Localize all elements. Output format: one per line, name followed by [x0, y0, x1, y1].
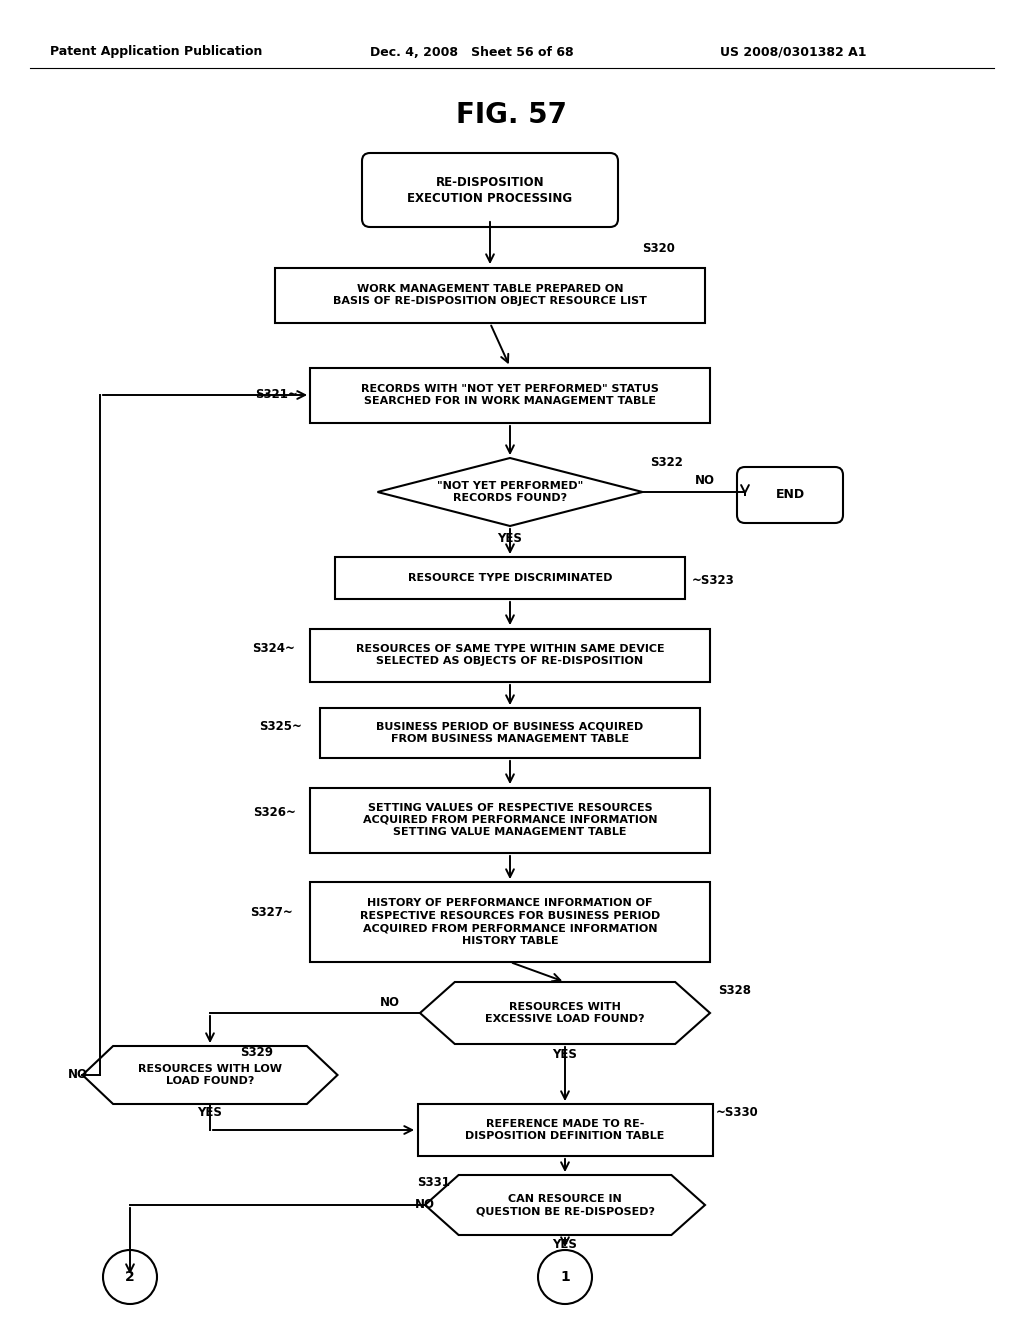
Text: Dec. 4, 2008   Sheet 56 of 68: Dec. 4, 2008 Sheet 56 of 68 [370, 45, 573, 58]
Text: REFERENCE MADE TO RE-
DISPOSITION DEFINITION TABLE: REFERENCE MADE TO RE- DISPOSITION DEFINI… [465, 1119, 665, 1142]
Text: YES: YES [553, 1238, 578, 1251]
FancyBboxPatch shape [737, 467, 843, 523]
Text: NO: NO [380, 995, 400, 1008]
Text: RESOURCES OF SAME TYPE WITHIN SAME DEVICE
SELECTED AS OBJECTS OF RE-DISPOSITION: RESOURCES OF SAME TYPE WITHIN SAME DEVIC… [355, 644, 665, 667]
Text: NO: NO [68, 1068, 88, 1081]
Text: NO: NO [415, 1199, 435, 1212]
Bar [319, 708, 700, 758]
Text: S324~: S324~ [252, 642, 295, 655]
Text: S321~: S321~ [255, 388, 298, 401]
Text: SETTING VALUES OF RESPECTIVE RESOURCES
ACQUIRED FROM PERFORMANCE INFORMATION
SET: SETTING VALUES OF RESPECTIVE RESOURCES A… [362, 803, 657, 837]
Polygon shape [425, 1175, 705, 1236]
Text: YES: YES [198, 1106, 222, 1119]
Text: RESOURCES WITH LOW
LOAD FOUND?: RESOURCES WITH LOW LOAD FOUND? [138, 1064, 282, 1086]
Text: Patent Application Publication: Patent Application Publication [50, 45, 262, 58]
Text: "NOT YET PERFORMED"
RECORDS FOUND?: "NOT YET PERFORMED" RECORDS FOUND? [437, 480, 583, 503]
Text: RECORDS WITH "NOT YET PERFORMED" STATUS
SEARCHED FOR IN WORK MANAGEMENT TABLE: RECORDS WITH "NOT YET PERFORMED" STATUS … [361, 384, 658, 407]
Text: S325~: S325~ [259, 719, 302, 733]
Text: END: END [775, 488, 805, 502]
Polygon shape [378, 458, 642, 525]
Text: 2: 2 [125, 1270, 135, 1284]
FancyBboxPatch shape [362, 153, 618, 227]
Text: S327~: S327~ [250, 906, 293, 919]
Text: YES: YES [498, 532, 522, 544]
Text: S322: S322 [650, 455, 683, 469]
Polygon shape [83, 1045, 338, 1104]
Text: WORK MANAGEMENT TABLE PREPARED ON
BASIS OF RE-DISPOSITION OBJECT RESOURCE LIST: WORK MANAGEMENT TABLE PREPARED ON BASIS … [333, 284, 647, 306]
Text: RESOURCES WITH
EXCESSIVE LOAD FOUND?: RESOURCES WITH EXCESSIVE LOAD FOUND? [485, 1002, 645, 1024]
Text: S329: S329 [240, 1045, 273, 1059]
Text: NO: NO [695, 474, 715, 487]
Text: YES: YES [553, 1048, 578, 1061]
Circle shape [538, 1250, 592, 1304]
Text: S328: S328 [718, 983, 751, 997]
Bar [310, 367, 710, 422]
Polygon shape [420, 982, 710, 1044]
Text: ~S323: ~S323 [692, 573, 735, 586]
Bar [275, 268, 705, 322]
Text: 1: 1 [560, 1270, 570, 1284]
Bar [418, 1104, 713, 1156]
Bar [310, 628, 710, 681]
Bar [310, 882, 710, 962]
Text: S331: S331 [417, 1176, 450, 1189]
Text: BUSINESS PERIOD OF BUSINESS ACQUIRED
FROM BUSINESS MANAGEMENT TABLE: BUSINESS PERIOD OF BUSINESS ACQUIRED FRO… [377, 722, 644, 744]
Bar [310, 788, 710, 853]
Text: RESOURCE TYPE DISCRIMINATED: RESOURCE TYPE DISCRIMINATED [408, 573, 612, 583]
Text: S320: S320 [642, 242, 675, 255]
Text: ~S330: ~S330 [716, 1106, 759, 1118]
Text: HISTORY OF PERFORMANCE INFORMATION OF
RESPECTIVE RESOURCES FOR BUSINESS PERIOD
A: HISTORY OF PERFORMANCE INFORMATION OF RE… [359, 899, 660, 945]
Bar [335, 557, 685, 599]
Text: US 2008/0301382 A1: US 2008/0301382 A1 [720, 45, 866, 58]
Text: FIG. 57: FIG. 57 [457, 102, 567, 129]
Circle shape [103, 1250, 157, 1304]
Text: RE-DISPOSITION
EXECUTION PROCESSING: RE-DISPOSITION EXECUTION PROCESSING [408, 176, 572, 205]
Text: CAN RESOURCE IN
QUESTION BE RE-DISPOSED?: CAN RESOURCE IN QUESTION BE RE-DISPOSED? [475, 1193, 654, 1216]
Text: S326~: S326~ [253, 805, 296, 818]
